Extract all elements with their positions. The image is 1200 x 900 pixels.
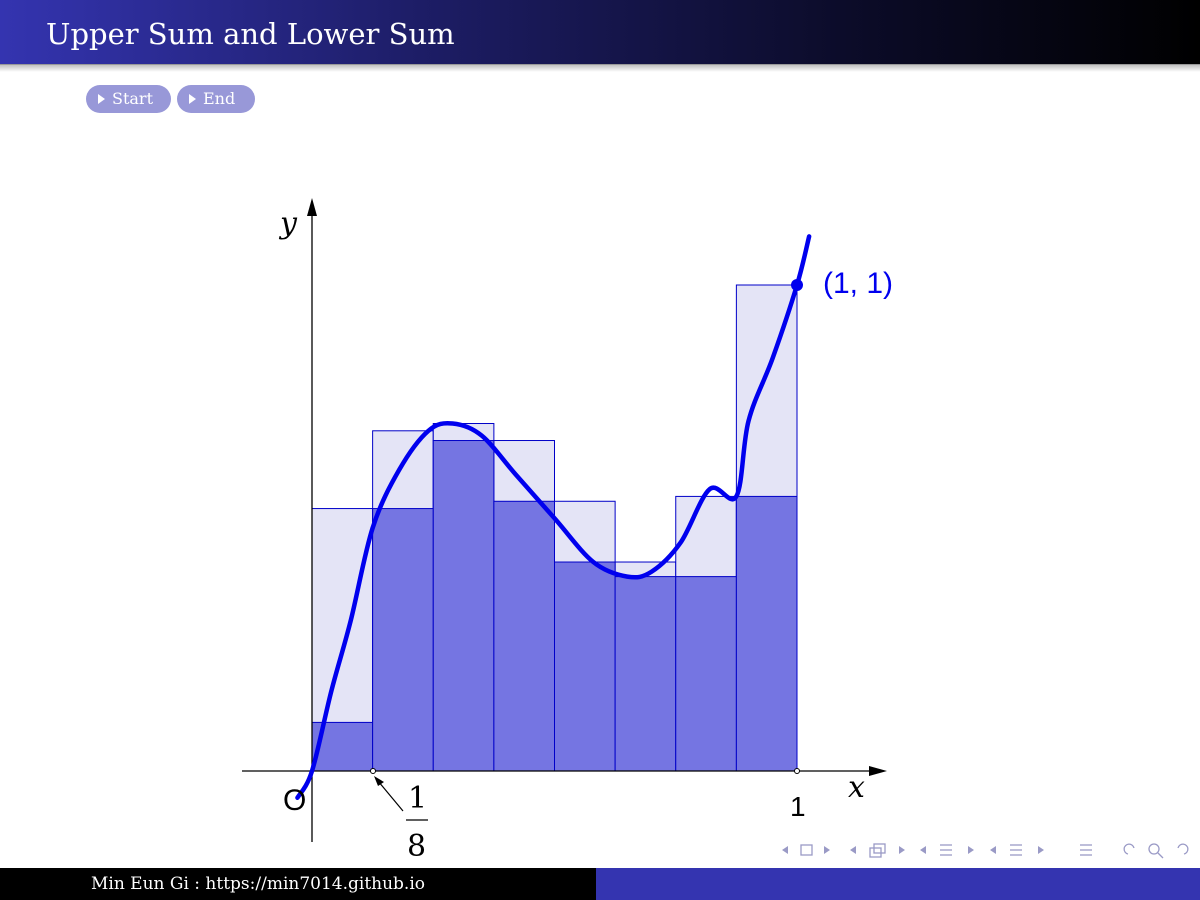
nav-frame-prev-icon[interactable] — [782, 844, 813, 856]
nav-section-icon[interactable] — [920, 844, 974, 856]
y-axis-arrow-icon — [307, 198, 317, 216]
lower-sum-bar-3 — [432, 440, 495, 772]
end-button-label: End — [203, 89, 236, 108]
tick-one-marker — [794, 768, 800, 774]
nav-frame-next-icon[interactable] — [824, 846, 830, 854]
point-label: (1, 1) — [823, 267, 893, 300]
lower-sum-bar-2 — [372, 508, 434, 772]
lower-sum-bar-7 — [675, 576, 737, 772]
tick-label-eighth-denominator: 8 — [407, 829, 426, 864]
point-1-1 — [791, 279, 803, 291]
beamer-navigation — [782, 843, 1189, 859]
x-axis-label: x — [848, 770, 865, 805]
lower-sum-bar-8 — [735, 495, 798, 772]
footer-author-bar: Min Eun Gi : https://min7014.github.io — [0, 868, 596, 900]
function-curve — [295, 234, 812, 800]
back-forward-icon[interactable] — [1123, 843, 1189, 855]
play-triangle-icon — [189, 94, 196, 104]
eighth-pointer-line — [377, 780, 404, 812]
origin-label: O — [283, 784, 306, 817]
lower-sum-bar-4 — [493, 500, 555, 772]
lower-sum-bar-5 — [554, 561, 616, 772]
title-bar-shadow — [0, 64, 1200, 72]
footer-accent-bar — [596, 868, 1200, 900]
x-axis-arrow-icon — [869, 766, 887, 776]
nav-subsection-icon[interactable] — [850, 843, 905, 858]
nav-toc-icon[interactable] — [1080, 844, 1092, 856]
end-button[interactable]: End — [177, 85, 255, 113]
tick-eighth-marker — [370, 768, 376, 774]
play-triangle-icon — [98, 94, 105, 104]
start-button-label: Start — [112, 89, 154, 108]
title-bar: Upper Sum and Lower Sum — [0, 0, 1200, 65]
page-title: Upper Sum and Lower Sum — [46, 17, 455, 51]
lower-sum-rects — [311, 440, 798, 772]
eighth-pointer-arrow-icon — [374, 776, 384, 786]
tick-label-eighth-numerator: 1 — [408, 781, 427, 816]
start-button[interactable]: Start — [86, 85, 171, 113]
y-axis-label: y — [278, 206, 298, 241]
tick-label-one: 1 — [790, 791, 806, 822]
footer-author: Min Eun Gi : https://min7014.github.io — [90, 874, 426, 894]
nav-doc-icon[interactable] — [990, 844, 1044, 856]
lower-sum-bar-6 — [614, 576, 677, 772]
search-icon[interactable] — [1148, 843, 1164, 859]
